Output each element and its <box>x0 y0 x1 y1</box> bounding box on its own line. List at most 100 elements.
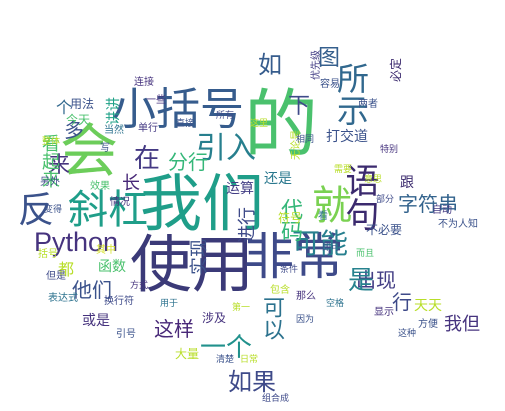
cloud-word: 如 <box>258 51 282 79</box>
cloud-word: 下 <box>288 94 311 119</box>
cloud-word: 所有 <box>216 111 235 121</box>
cloud-word: 涉及 <box>202 311 227 325</box>
cloud-word: 这种 <box>398 329 417 339</box>
cloud-word: 变得 <box>44 205 63 215</box>
cloud-word: 大量 <box>175 347 200 361</box>
cloud-word: 一些 <box>146 95 166 106</box>
cloud-word: 自动 <box>432 205 452 216</box>
cloud-word: 我但 <box>444 314 480 335</box>
cloud-word: 反 <box>18 190 55 231</box>
cloud-word: 组合成 <box>262 394 290 404</box>
cloud-word: 用于 <box>160 299 179 309</box>
cloud-word: 整体 <box>42 137 61 147</box>
cloud-word: 那么 <box>296 291 316 302</box>
cloud-word: 部分 <box>376 195 395 205</box>
cloud-word: 多 <box>64 118 84 142</box>
cloud-word: 两者 <box>358 99 378 110</box>
cloud-word: 实现 <box>189 239 210 275</box>
cloud-word: 这样 <box>154 317 194 341</box>
cloud-word: 一个 <box>200 333 253 363</box>
cloud-word: 我们 <box>140 167 265 240</box>
cloud-word: 就 <box>312 183 352 229</box>
cloud-word: 直接 <box>176 119 195 129</box>
cloud-word: 而且 <box>356 249 375 259</box>
cloud-word: 语句 <box>339 163 379 231</box>
cloud-word: 意思 <box>364 175 383 185</box>
cloud-word: 可能 <box>292 227 349 260</box>
cloud-word: 方式 <box>130 281 149 291</box>
cloud-word: 或是 <box>82 313 110 329</box>
cloud-word: 进行 <box>237 207 258 243</box>
cloud-word: 不必要 <box>366 223 403 237</box>
cloud-word: 相同 <box>296 135 315 145</box>
cloud-word: 日常 <box>240 355 259 365</box>
cloud-word: 连接 <box>134 77 154 88</box>
cloud-word: 特别 <box>380 145 399 155</box>
cloud-word: 但是 <box>46 271 66 282</box>
cloud-word: 清楚 <box>216 355 235 365</box>
cloud-word: 都 <box>58 260 75 279</box>
cloud-word: 跟 <box>400 175 414 191</box>
cloud-word: 另外 <box>40 177 60 188</box>
cloud-word: 打交道 <box>326 129 368 145</box>
cloud-word: 会 <box>60 117 119 185</box>
cloud-word: 使用 <box>130 228 255 301</box>
cloud-word: 看起来 <box>39 134 60 188</box>
cloud-word: 条件 <box>280 265 299 275</box>
cloud-word: 需要 <box>334 165 353 175</box>
cloud-word: 括号 <box>38 249 58 260</box>
cloud-word: 情况 <box>110 197 130 208</box>
cloud-word: 看 <box>318 211 328 222</box>
cloud-word: 天天 <box>414 298 442 314</box>
cloud-word: 第一 <box>232 303 251 313</box>
cloud-word: 图 <box>318 46 341 71</box>
cloud-word: 写 <box>100 143 110 154</box>
cloud-word: 字符串 <box>398 192 458 216</box>
cloud-word: 效果 <box>90 181 110 192</box>
cloud-word: 非常 <box>244 228 344 286</box>
cloud-word: 出现 <box>356 268 396 292</box>
cloud-word: 所示 <box>332 62 370 126</box>
cloud-word: 他们 <box>72 278 112 302</box>
cloud-word: 小括号 <box>112 84 244 135</box>
cloud-word: 在 <box>134 144 161 174</box>
cloud-word: Python <box>34 227 119 257</box>
cloud-word: 换行符 <box>104 296 134 307</box>
cloud-word: 函数 <box>98 259 126 275</box>
cloud-word: 单行 <box>138 123 158 134</box>
cloud-word: 优先级 <box>311 50 322 80</box>
cloud-word: 其中 <box>96 245 116 256</box>
cloud-word: 是 <box>348 266 375 296</box>
cloud-word: 个 <box>56 98 73 117</box>
cloud-word: 来 <box>48 153 71 178</box>
cloud-word: 方便 <box>418 319 438 330</box>
cloud-word: 包含 <box>270 285 290 296</box>
cloud-word: 用法 <box>70 97 95 111</box>
cloud-word: 可以 <box>259 296 284 340</box>
cloud-word: 代码 <box>277 198 302 242</box>
cloud-word: 因为 <box>296 315 315 325</box>
cloud-word: 符号 <box>278 211 303 225</box>
cloud-word: 运算 <box>226 181 254 197</box>
cloud-word: 引号 <box>116 329 136 340</box>
cloud-word: 行 <box>392 290 412 314</box>
cloud-word: 讲讲 <box>106 97 122 125</box>
cloud-word: 今天 <box>66 113 91 127</box>
cloud-word: 空格 <box>326 299 345 309</box>
cloud-word: 斜杠 <box>68 187 148 233</box>
cloud-word: 必定 <box>389 57 404 83</box>
cloud-word: 的 <box>244 82 318 168</box>
cloud-word: 当然 <box>104 125 124 136</box>
cloud-word: 分行 <box>168 150 208 174</box>
cloud-word: 显示 <box>374 307 394 318</box>
cloud-word: 容易 <box>320 79 340 90</box>
cloud-word: 引入 <box>196 131 256 166</box>
cloud-word: 还是 <box>264 171 292 187</box>
cloud-word: 表达式 <box>48 293 78 304</box>
cloud-word: 即可 <box>322 243 341 253</box>
cloud-word: 这里 <box>250 119 269 129</box>
cloud-word: 如果 <box>228 368 276 396</box>
cloud-word: 不为人知 <box>438 219 478 230</box>
cloud-word: 长 <box>122 173 140 194</box>
